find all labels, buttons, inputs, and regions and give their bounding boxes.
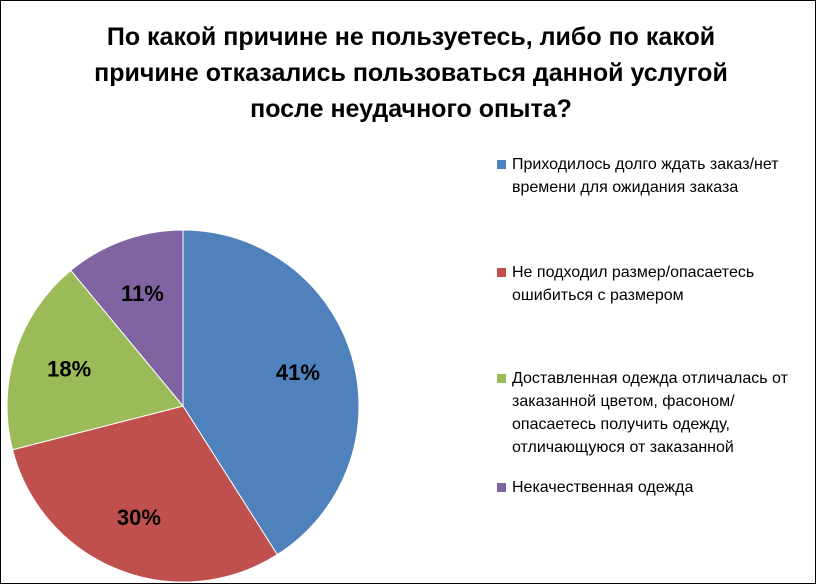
data-label: 11% [121, 281, 164, 306]
pie-slice [70, 229, 184, 408]
legend-swatch [497, 374, 506, 383]
legend-item: Некачественная одежда [497, 476, 815, 499]
data-label: 18% [47, 357, 91, 382]
chart-title-line: причине отказались пользоваться данной у… [94, 59, 728, 87]
legend-item: Доставленная одежда отличалась от заказа… [497, 367, 815, 459]
pie-slice [182, 229, 360, 556]
legend-item: Не подходил размер/опасаетесь ошибиться … [497, 261, 815, 307]
legend-label: Приходилось долго ждать заказ/нет времен… [512, 156, 779, 196]
legend-swatch [497, 483, 506, 492]
legend-label: Не подходил размер/опасаетесь ошибиться … [512, 264, 755, 304]
legend-label: Некачественная одежда [512, 479, 694, 496]
chart-title-line: По какой причине не пользуетесь, либо по… [106, 23, 716, 51]
legend-swatch [497, 160, 506, 169]
chart-title: По какой причине не пользуетесь, либо по… [61, 19, 761, 127]
pie-slice [6, 269, 184, 451]
data-label: 30% [117, 505, 161, 530]
pie-slice [11, 405, 278, 583]
legend-item: Приходилось долго ждать заказ/нет времен… [497, 153, 815, 199]
legend-swatch [497, 268, 506, 277]
chart-title-line: после неудачного опыта? [250, 95, 572, 123]
legend-label: Доставленная одежда отличалась от заказа… [512, 370, 788, 456]
data-label: 41% [276, 360, 320, 385]
